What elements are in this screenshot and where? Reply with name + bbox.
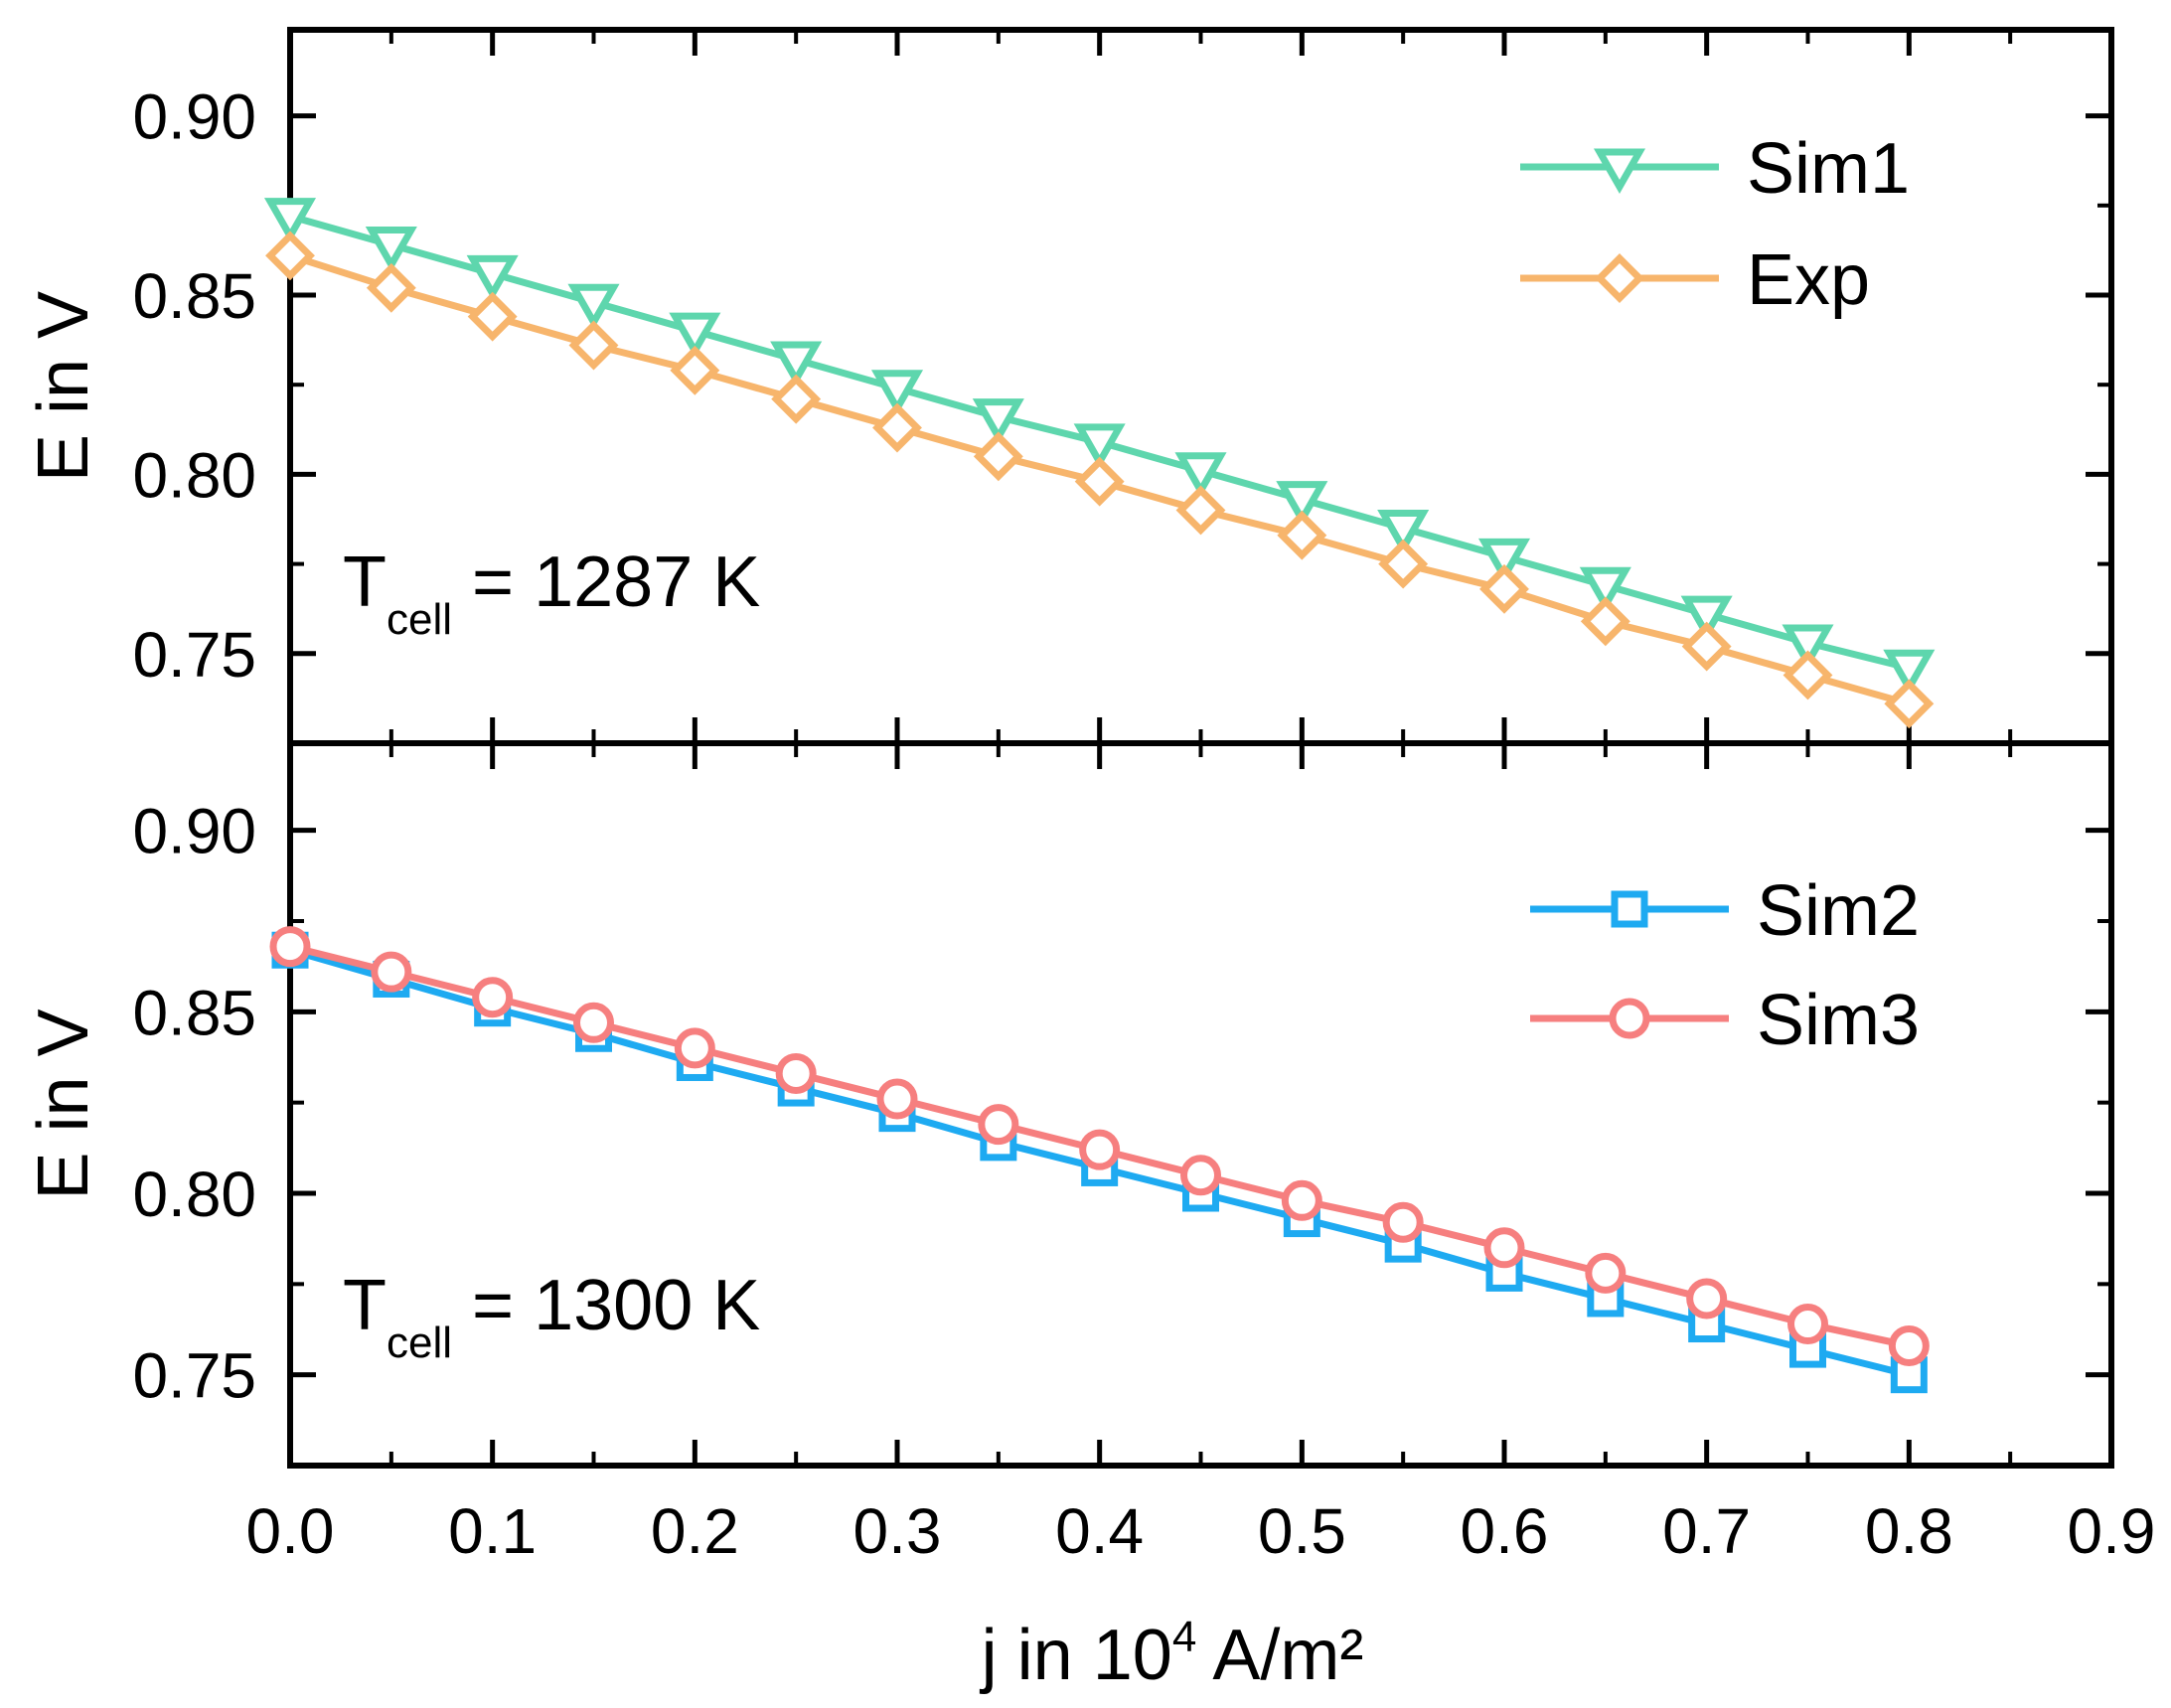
data-point-exp bbox=[568, 320, 619, 371]
data-point-sim3 bbox=[876, 1078, 918, 1120]
data-point-sim1 bbox=[669, 312, 721, 359]
data-point-sim3 bbox=[573, 1002, 614, 1043]
data-point-exp bbox=[1479, 563, 1529, 614]
top-y-tick-label: 0.75 bbox=[132, 619, 256, 691]
data-point-exp bbox=[1681, 621, 1732, 672]
data-point-exp bbox=[1175, 485, 1226, 536]
series-sim3 bbox=[269, 926, 1930, 1366]
data-point-sim3 bbox=[1888, 1324, 1930, 1366]
data-point-sim1 bbox=[1276, 481, 1328, 527]
x-tick-label: 0.2 bbox=[651, 1495, 739, 1567]
legend-label-sim3: Sim3 bbox=[1757, 981, 1920, 1060]
legend-item-sim2: Sim2 bbox=[1530, 871, 1920, 951]
data-point-sim3 bbox=[775, 1052, 817, 1094]
data-point-sim3 bbox=[472, 977, 514, 1018]
data-point-sim3 bbox=[978, 1104, 1019, 1146]
series-sim1 bbox=[263, 198, 1936, 696]
data-point-sim3 bbox=[1382, 1201, 1424, 1243]
top-y-tick-label: 0.90 bbox=[132, 81, 256, 153]
data-point-sim1 bbox=[1477, 538, 1531, 584]
legend-label-exp: Exp bbox=[1747, 240, 1870, 320]
bottom-y-tick-label: 0.80 bbox=[132, 1159, 256, 1230]
data-point-sim1 bbox=[365, 226, 417, 272]
data-point-sim1 bbox=[1782, 624, 1834, 671]
data-point-exp bbox=[1074, 456, 1125, 507]
data-point-exp bbox=[1378, 539, 1429, 589]
data-point-sim3 bbox=[1585, 1252, 1627, 1294]
data-point-exp bbox=[771, 374, 822, 424]
legend-marker-sim3 bbox=[1609, 998, 1650, 1039]
data-point-sim3 bbox=[1180, 1155, 1221, 1196]
legend-label-sim2: Sim2 bbox=[1757, 871, 1920, 951]
data-point-sim1 bbox=[1579, 566, 1631, 613]
data-point-sim3 bbox=[371, 951, 412, 993]
top-y-tick-label: 0.85 bbox=[132, 260, 256, 332]
data-point-sim1 bbox=[870, 370, 924, 415]
data-point-sim2 bbox=[1890, 1356, 1928, 1394]
legend-marker-exp bbox=[1595, 253, 1644, 303]
data-point-sim1 bbox=[1883, 649, 1936, 696]
series-exp bbox=[265, 231, 1935, 729]
x-axis: 0.0 0.1 0.2 0.3 0.4 0.5 0.6 0.7 0.8 0.9 bbox=[246, 1495, 2156, 1567]
data-point-sim3 bbox=[1281, 1179, 1322, 1221]
data-point-exp bbox=[366, 262, 416, 313]
x-axis-label: j in 104 A/m² bbox=[980, 1613, 1364, 1695]
data-point-sim1 bbox=[567, 283, 620, 330]
data-point-exp bbox=[670, 345, 720, 395]
top-legend: Sim1 Exp bbox=[1520, 129, 1910, 320]
bottom-legend: Sim2 Sim3 bbox=[1530, 871, 1920, 1060]
data-point-sim3 bbox=[1787, 1304, 1828, 1345]
x-tick-label: 0.6 bbox=[1461, 1495, 1549, 1567]
data-point-sim1 bbox=[972, 398, 1024, 444]
x-tick-label: 0.0 bbox=[246, 1495, 335, 1567]
legend-marker-sim2 bbox=[1611, 890, 1648, 928]
x-tick-label: 0.3 bbox=[853, 1495, 942, 1567]
x-tick-label: 0.1 bbox=[448, 1495, 537, 1567]
data-point-sim1 bbox=[1377, 510, 1430, 555]
x-tick-label: 0.5 bbox=[1258, 1495, 1346, 1567]
data-point-sim1 bbox=[770, 341, 823, 387]
legend-item-sim1: Sim1 bbox=[1520, 129, 1910, 209]
x-tick-label: 0.8 bbox=[1865, 1495, 1953, 1567]
data-point-exp bbox=[265, 231, 315, 281]
data-point-sim1 bbox=[466, 254, 519, 301]
top-panel: 0.75 0.80 0.85 0.90 E in V Sim1 Exp Tcell = 128… bbox=[24, 27, 2114, 746]
data-point-exp bbox=[872, 402, 922, 453]
top-temperature-annotation: Tcell = 1287 K bbox=[343, 543, 760, 644]
data-point-exp bbox=[1277, 510, 1327, 560]
data-point-sim3 bbox=[1686, 1278, 1728, 1320]
legend-marker-sim1 bbox=[1593, 148, 1646, 195]
x-tick-label: 0.9 bbox=[2068, 1495, 2156, 1567]
bottom-temperature-annotation: Tcell = 1300 K bbox=[343, 1266, 760, 1367]
bottom-y-tick-label: 0.85 bbox=[132, 977, 256, 1048]
data-point-sim3 bbox=[674, 1027, 715, 1069]
data-point-sim1 bbox=[1680, 595, 1733, 642]
x-tick-label: 0.4 bbox=[1055, 1495, 1144, 1567]
data-point-sim1 bbox=[1174, 452, 1227, 498]
data-point-exp bbox=[467, 291, 518, 342]
legend-item-sim3: Sim3 bbox=[1530, 981, 1920, 1060]
bottom-y-tick-label: 0.90 bbox=[132, 796, 256, 867]
data-point-sim1 bbox=[1073, 423, 1126, 469]
legend-item-exp: Exp bbox=[1520, 240, 1870, 320]
data-point-sim3 bbox=[269, 926, 311, 968]
data-point-sim1 bbox=[263, 198, 317, 243]
data-point-sim3 bbox=[1483, 1227, 1525, 1269]
data-point-exp bbox=[1580, 596, 1630, 647]
legend-label-sim1: Sim1 bbox=[1747, 129, 1910, 209]
top-y-axis-label: E in V bbox=[24, 291, 103, 482]
data-point-exp bbox=[973, 431, 1023, 482]
bottom-panel: 0.75 0.80 0.85 0.90 E in V Sim2 Sim3 Tcell = 13… bbox=[24, 740, 2114, 1469]
bottom-y-axis-label: E in V bbox=[24, 1009, 103, 1199]
data-point-exp bbox=[1783, 650, 1833, 700]
top-y-tick-label: 0.80 bbox=[132, 439, 256, 511]
data-point-exp bbox=[1884, 679, 1935, 729]
data-point-sim3 bbox=[1079, 1129, 1121, 1170]
bottom-y-tick-label: 0.75 bbox=[132, 1340, 256, 1412]
x-tick-label: 0.7 bbox=[1662, 1495, 1751, 1567]
